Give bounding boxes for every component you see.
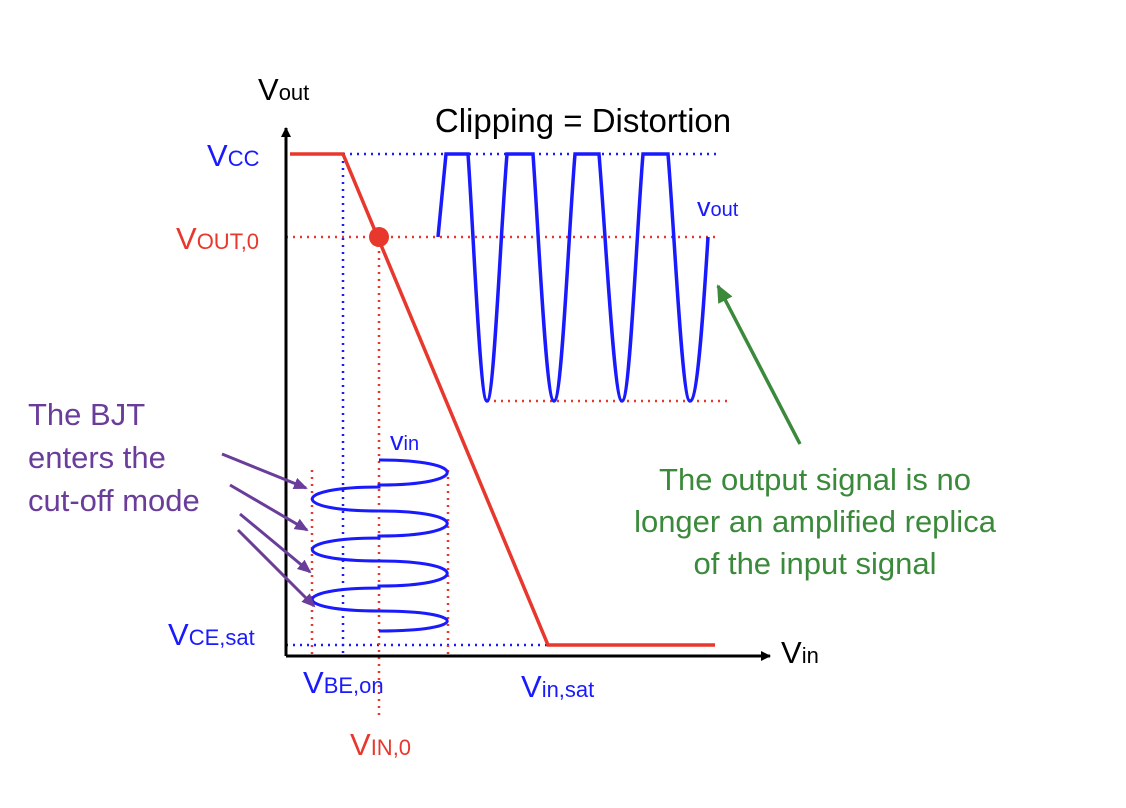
y-axis-label: Vout (258, 72, 309, 107)
vcc-label: VCC (207, 138, 260, 173)
cutoff-arrow-1 (221, 452, 308, 490)
cutoff-arrow-4 (236, 528, 316, 608)
vin0-label: VIN,0 (350, 727, 411, 762)
output-note-line-2: longer an amplified replica (634, 504, 997, 539)
vin-sat-label: Vin,sat (521, 669, 594, 704)
vout0-label: VOUT,0 (176, 221, 259, 256)
output-note-line-3: of the input signal (693, 546, 936, 581)
vce-sat-label: VCE,sat (168, 617, 255, 652)
cutoff-arrow-3 (239, 512, 312, 574)
vbe-on-label: VBE,on (303, 665, 384, 700)
vin-signal-label: vin (390, 426, 419, 456)
cutoff-note-line-2: enters the (28, 440, 166, 475)
transfer-curve (290, 152, 715, 647)
vout-signal-label: vout (697, 192, 739, 222)
cutoff-arrow-2 (229, 483, 309, 532)
output-note-line-1: The output signal is no (659, 462, 971, 497)
cutoff-note-line-3: cut-off mode (28, 483, 200, 518)
q-point (369, 227, 389, 247)
input-signal-waveform (311, 458, 449, 633)
diagram-title: Clipping = Distortion (435, 102, 731, 139)
x-axis-label: Vin (781, 635, 819, 670)
output-note-arrow (716, 284, 802, 445)
output-signal-waveform (436, 152, 710, 403)
cutoff-note-line-1: The BJT (28, 397, 145, 432)
